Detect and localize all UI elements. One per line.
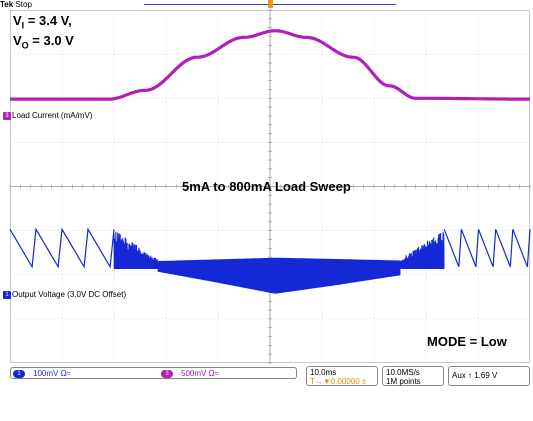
input-voltage-annotation: VI = 3.4 V, xyxy=(13,13,72,31)
output-voltage-heavy-band xyxy=(158,258,400,293)
record-length-readout: 1M points xyxy=(386,377,421,386)
ch3-trace-label: 3 Load Current (mA/mV) xyxy=(2,111,93,120)
ch3-pill-icon: 3 xyxy=(161,370,173,378)
sample-rate-readout: 10.0MS/s xyxy=(386,368,420,377)
trigger-readout: Aux ↑ 1.69 V xyxy=(452,371,497,380)
ch1-marker-icon[interactable]: 1 xyxy=(3,291,11,299)
channel-scale-box[interactable]: 1 100mV Ω≈ 3 500mV Ω≈ xyxy=(10,367,297,379)
trigger-box[interactable]: Aux ↑ 1.69 V xyxy=(448,366,530,386)
mode-annotation: MODE = Low xyxy=(427,334,507,349)
output-voltage-right-ripple xyxy=(444,229,530,266)
output-voltage-left-ripple xyxy=(10,229,114,266)
ch1-pill-icon: 1 xyxy=(13,370,25,378)
output-voltage-right-burst xyxy=(400,232,444,269)
timebase-box[interactable]: 10.0ms T→▼0.00000 s xyxy=(306,366,378,386)
ch1-trace-label: 1 Output Voltage (3.0V DC Offset) xyxy=(2,290,127,299)
trigger-offset-readout: T→▼0.00000 s xyxy=(310,377,366,386)
ch3-marker-icon[interactable]: 3 xyxy=(3,112,11,120)
timebase-readout: 10.0ms xyxy=(310,368,336,377)
sweep-annotation: 5mA to 800mA Load Sweep xyxy=(182,179,351,194)
ch1-scale-readout: 1 100mV Ω≈ xyxy=(13,369,71,378)
ch3-scale-readout: 3 500mV Ω≈ xyxy=(161,369,219,378)
output-voltage-left-burst xyxy=(114,232,158,269)
acquisition-box[interactable]: 10.0MS/s 1M points xyxy=(382,366,444,386)
readout-bar: 1 100mV Ω≈ 3 500mV Ω≈ 10.0ms T→▼0.00000 s … xyxy=(10,366,532,388)
output-voltage-annotation: VO = 3.0 V xyxy=(13,33,74,51)
